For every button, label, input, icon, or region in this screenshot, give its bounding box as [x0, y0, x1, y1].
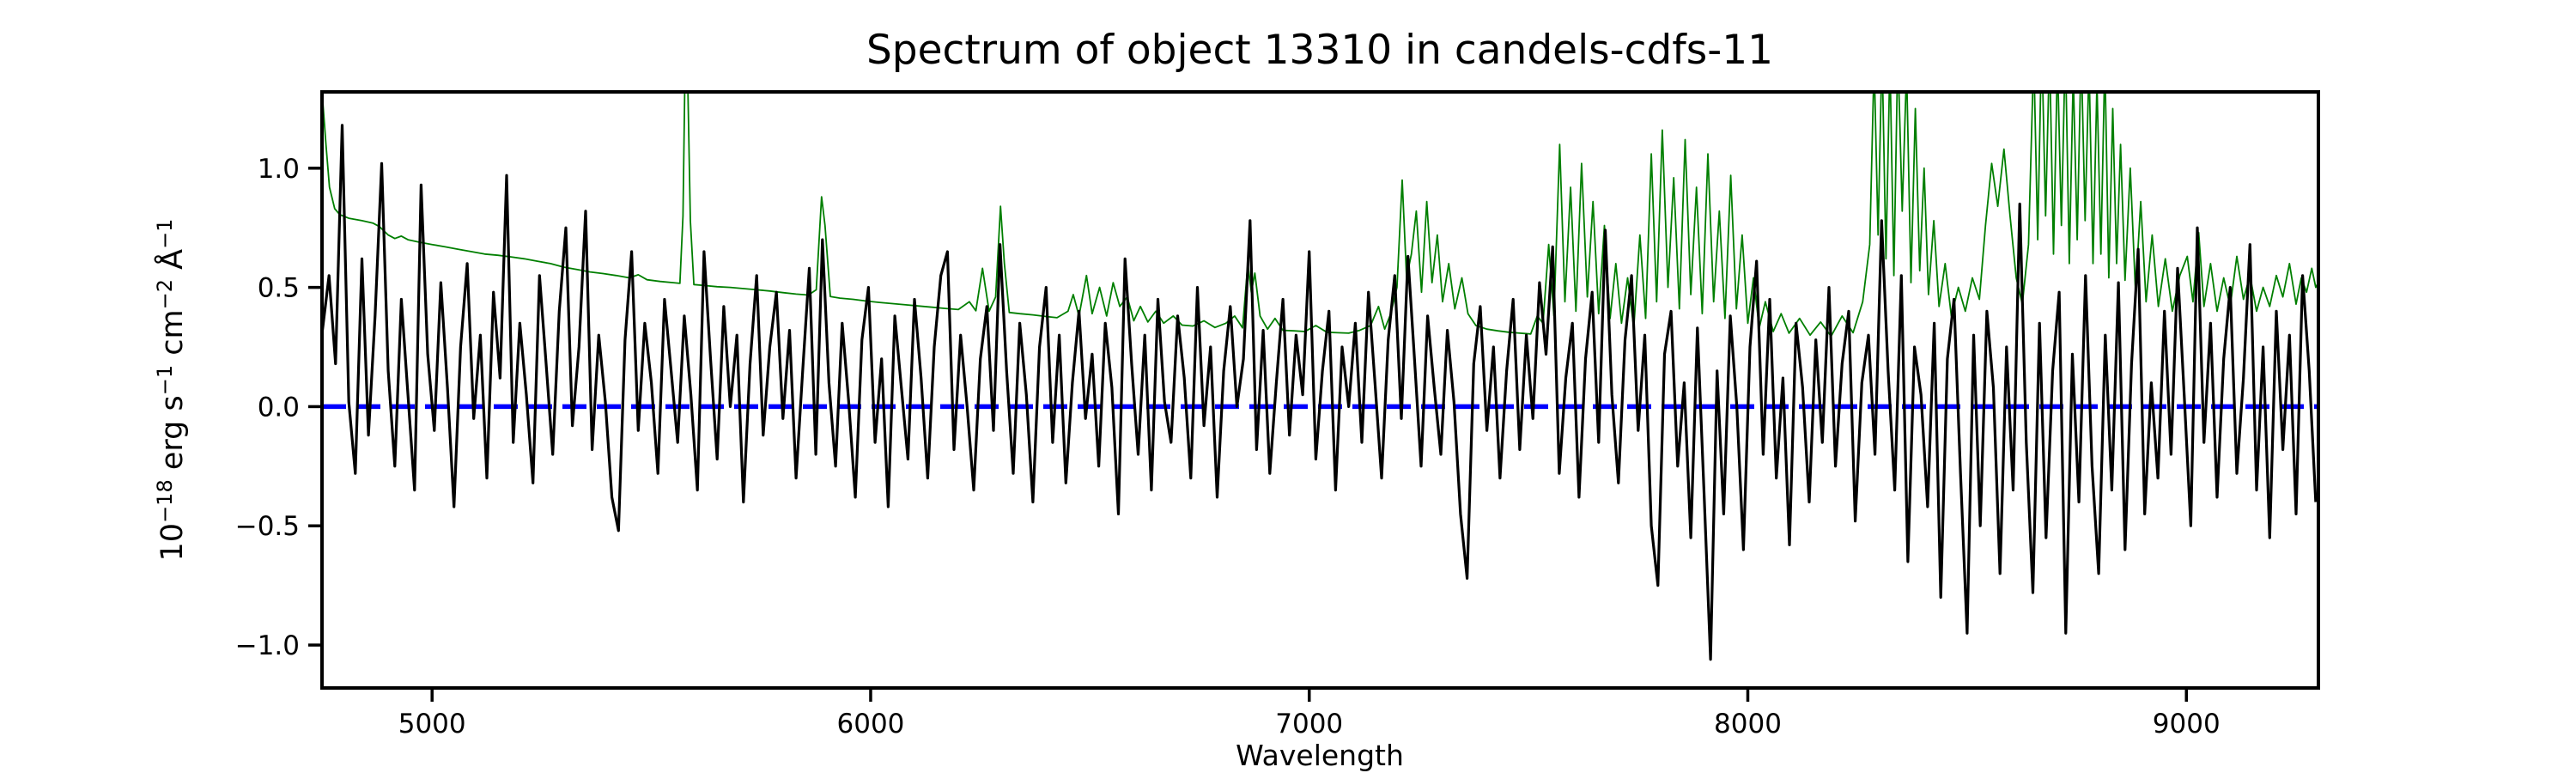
axes-frame [320, 90, 2320, 690]
series-group [322, 92, 2318, 661]
y-tick-label: 1.0 [258, 154, 300, 185]
x-tick-label: 6000 [837, 709, 905, 740]
y-axis-label-superscript: −1 [153, 218, 178, 249]
y-tick-label: −1.0 [235, 630, 300, 661]
y-axis-label-text: Å [155, 248, 190, 279]
y-axis-label-text: 10 [155, 522, 190, 562]
y-axis-label-text: cm [155, 309, 190, 365]
y-axis-label-text: erg s [155, 395, 190, 480]
ticks-group [308, 167, 2189, 702]
y-axis-label-superscript: −2 [153, 279, 178, 310]
chart-title: Spectrum of object 13310 in candels-cdfs… [866, 27, 1774, 74]
tick-labels-group: 5000 6000 7000 8000 9000 −1.0 −0.5 0.0 0.5 1.0 [235, 154, 2221, 740]
observed-flux-line [322, 124, 2318, 661]
x-axis-label: Wavelength [1236, 739, 1404, 772]
y-tick-label: −0.5 [235, 511, 300, 542]
y-tick-label: 0.5 [258, 273, 300, 304]
y-axis-label-superscript: −1 [153, 364, 178, 396]
y-tick-label: 0.0 [258, 392, 300, 423]
y-axis-label-superscript: −18 [153, 479, 178, 523]
x-tick-label: 8000 [1714, 709, 1782, 740]
y-axis-label: 10−18 erg s−1 cm−2 Å−1 [153, 218, 190, 562]
x-tick-label: 7000 [1275, 709, 1343, 740]
x-tick-label: 9000 [2153, 709, 2221, 740]
x-tick-label: 5000 [398, 709, 466, 740]
